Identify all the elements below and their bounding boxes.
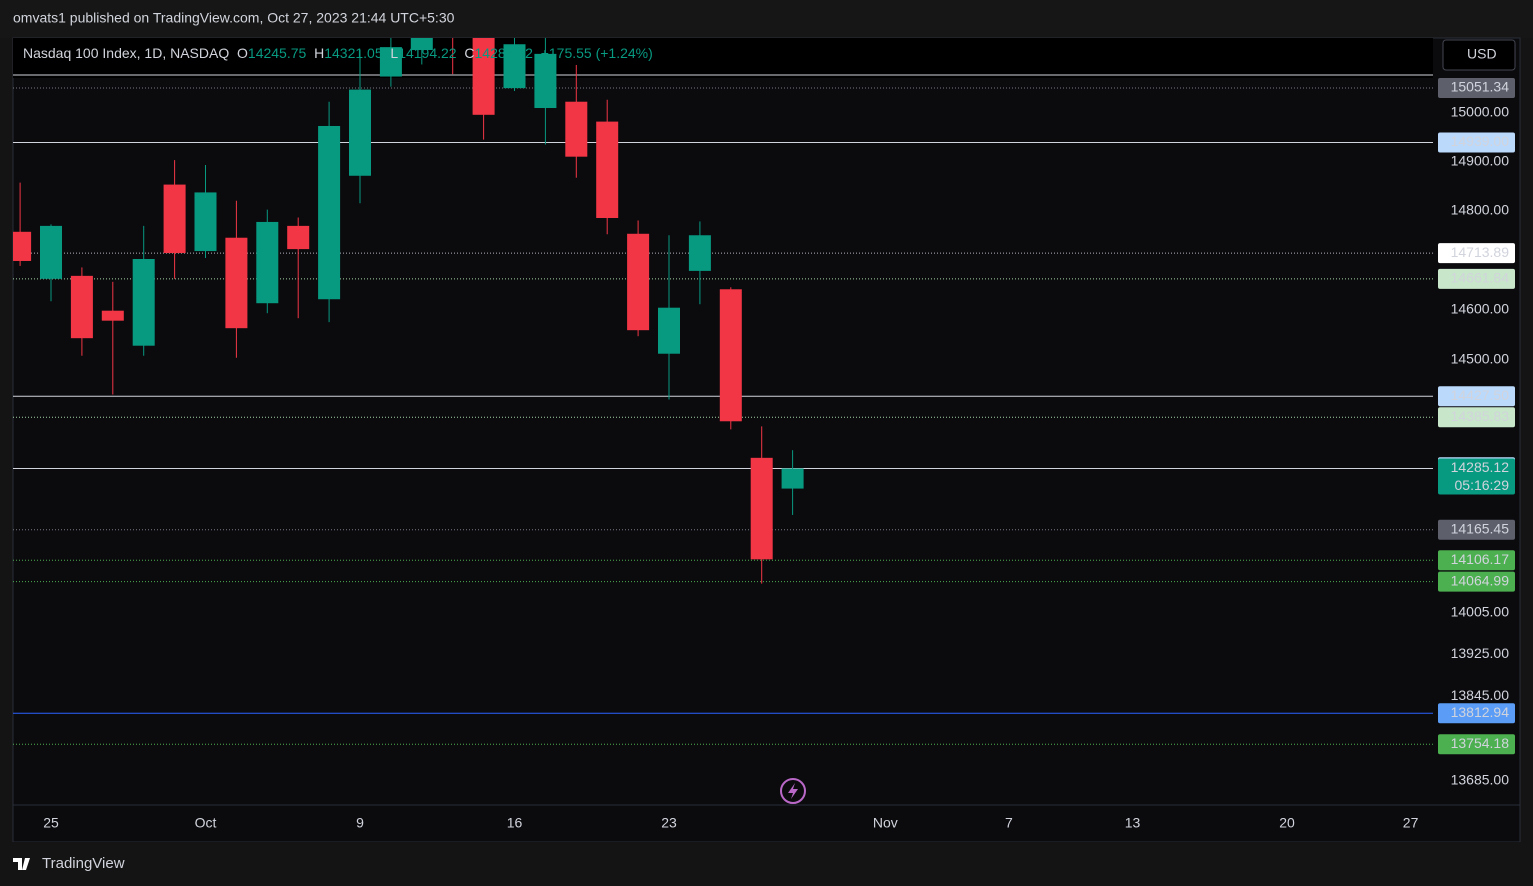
level-label-box: [1438, 458, 1515, 495]
candle-body: [658, 307, 680, 354]
ohlc-value: 14285.12: [474, 45, 533, 61]
level-label-box: [1438, 571, 1515, 592]
x-tick-label: 9: [356, 815, 364, 831]
publisher: omvats1 published on TradingView.com, Oc…: [13, 10, 455, 26]
candle-body: [349, 89, 371, 176]
candle-body: [719, 289, 742, 422]
level-label: 14939.00: [1451, 133, 1510, 149]
y-tick-label: 15000.00: [1451, 104, 1510, 120]
panel: [12, 37, 1521, 843]
level-label-box: [1438, 132, 1515, 153]
level-label: 14064.99: [1451, 572, 1510, 588]
level-label: 14713.89: [1451, 244, 1510, 260]
level-label-box: [1438, 77, 1515, 98]
x-tick-label: 27: [1403, 815, 1419, 831]
level-label: 14385.83: [1451, 408, 1510, 424]
level-label-box: [1438, 268, 1515, 289]
y-tick-label: 13925.00: [1451, 645, 1510, 661]
plot: [13, 38, 1433, 745]
legend: Nasdaq 100 Index, 1D, NASDAQ O14245.75 H…: [23, 45, 653, 61]
x-tick-label: 7: [1005, 815, 1013, 831]
y-tick-label: 14800.00: [1451, 201, 1510, 217]
level-label-box: [1438, 550, 1515, 571]
event-bolt: [788, 783, 798, 799]
price-axis: 15000.00 14900.00 14800.00 14600.00 14500.00…: [1438, 77, 1515, 788]
candle-body: [688, 235, 711, 271]
candle-body: [40, 225, 62, 279]
x-tick-label: 25: [43, 815, 59, 831]
ohlc-value: 14245.75: [247, 45, 307, 61]
currency[interactable]: USD: [1467, 46, 1497, 62]
footer-brand: TradingView: [42, 855, 125, 872]
x-tick-label: Oct: [195, 815, 217, 831]
candle-body: [596, 121, 619, 218]
event-icon[interactable]: [780, 778, 806, 804]
candle-body: [565, 101, 588, 157]
y-tick-label: 13685.00: [1451, 772, 1510, 788]
level-label: 13754.18: [1451, 735, 1510, 751]
top-bar: [0, 0, 1533, 38]
symbol: Nasdaq 100 Index, 1D, NASDAQ: [23, 45, 230, 61]
candle-body: [101, 310, 124, 321]
candle-body: [132, 258, 155, 346]
candle-body: [287, 225, 310, 250]
ohlc-letter: O: [237, 45, 248, 61]
x-tick-label: Nov: [873, 815, 898, 831]
candle-body: [750, 457, 773, 560]
ohlc-letter: H: [314, 45, 325, 61]
level-label-box: [1438, 734, 1515, 755]
y-tick-label: 13845.00: [1451, 687, 1510, 703]
x-tick-label: 13: [1125, 815, 1141, 831]
y-tick-label: 14005.00: [1451, 603, 1510, 619]
countdown: 05:16:29: [1455, 477, 1510, 493]
header-band: [13, 38, 1433, 78]
candle-body: [472, 38, 495, 115]
candle-body: [194, 192, 217, 252]
candle-body: [534, 53, 557, 109]
candle-body: [163, 184, 186, 254]
ohlc-value: 14321.05: [324, 45, 383, 61]
candle-body: [410, 38, 433, 51]
level-label: 14165.45: [1451, 520, 1510, 536]
x-tick-label: 16: [507, 815, 523, 831]
ohlc-value: 14194.22: [398, 45, 457, 61]
candle-body: [70, 275, 93, 339]
level-label-box: [1438, 407, 1515, 428]
candle-body: [318, 125, 341, 300]
candle-body: [13, 231, 32, 261]
currency-button[interactable]: [1442, 39, 1516, 71]
candle-body: [781, 468, 804, 489]
level-label: 14427.50: [1451, 387, 1510, 403]
level-label: 14106.17: [1451, 551, 1510, 567]
level-label-box: [1438, 519, 1515, 540]
candle-body: [256, 221, 279, 304]
level-label: 14285.12: [1451, 459, 1510, 475]
change: +175.55 (+1.24%): [540, 45, 653, 61]
level-label-box: [1438, 386, 1515, 407]
level-label: 13812.94: [1451, 704, 1510, 720]
candle-body: [627, 233, 650, 331]
ohlc-letter: C: [464, 45, 475, 61]
footer-bar: [0, 842, 1533, 886]
candle-body: [225, 237, 248, 329]
candle-body: [503, 44, 526, 89]
y-tick-label: 14900.00: [1451, 152, 1510, 168]
level-label-box: [1438, 703, 1515, 724]
candle-body: [379, 47, 402, 77]
level-label: 14661.84: [1451, 270, 1510, 286]
logo: [13, 858, 30, 870]
level-label: 15051.34: [1451, 79, 1510, 95]
y-tick-label: 14500.00: [1451, 350, 1510, 366]
y-tick-label: 14600.00: [1451, 300, 1510, 316]
x-tick-label: 20: [1279, 815, 1295, 831]
x-tick-label: 23: [661, 815, 677, 831]
ohlc-letter: L: [390, 45, 399, 61]
level-label-box: [1438, 243, 1515, 264]
